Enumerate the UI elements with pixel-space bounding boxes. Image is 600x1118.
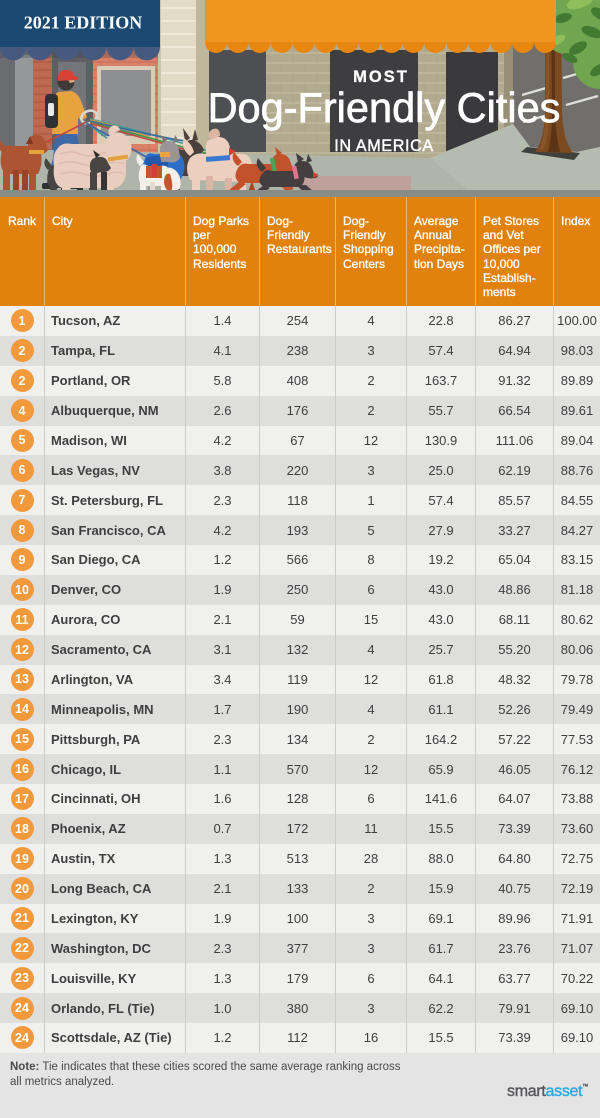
svg-text:Dog-Friendly Cities: Dog-Friendly Cities xyxy=(208,84,561,131)
svg-text:2021 EDITION: 2021 EDITION xyxy=(24,13,143,33)
svg-text:IN AMERICA: IN AMERICA xyxy=(334,137,434,155)
svg-text:MOST: MOST xyxy=(353,68,409,86)
